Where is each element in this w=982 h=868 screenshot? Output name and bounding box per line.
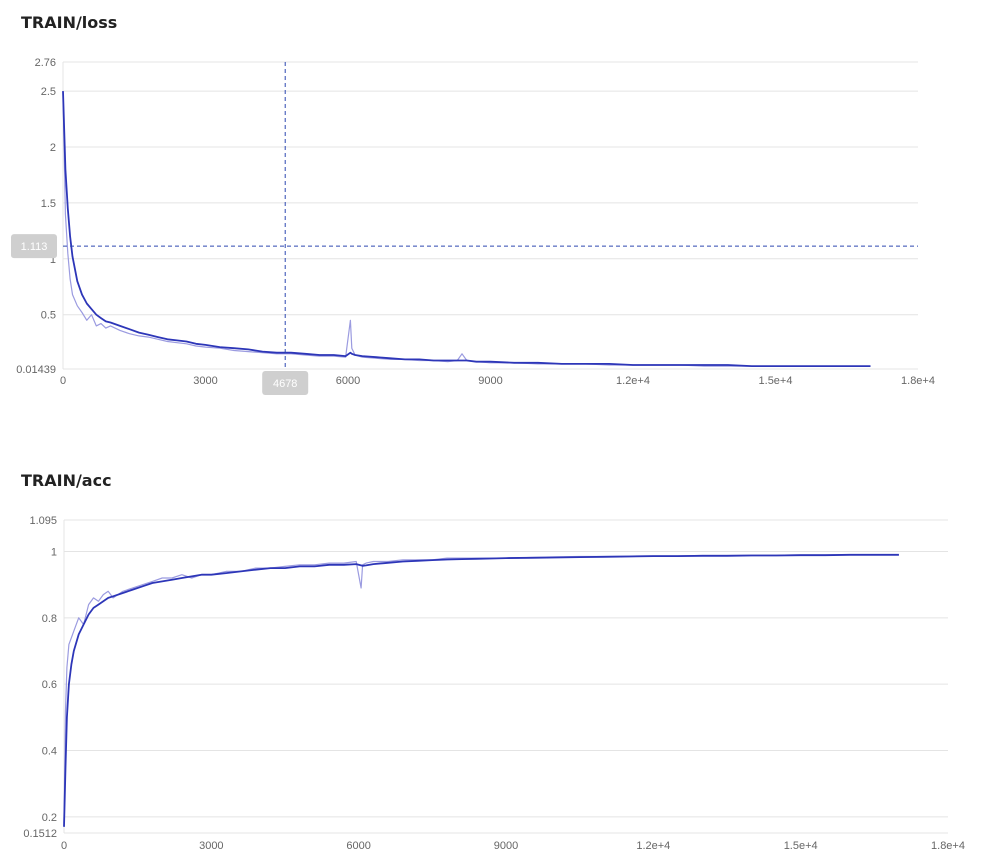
chart-title: TRAIN/loss (21, 13, 118, 32)
raw-series-line (62, 91, 871, 367)
x-tick-label: 3000 (193, 375, 217, 387)
x-tick-label: 1.8e+4 (901, 375, 935, 387)
crosshair-x-value: 4678 (273, 378, 297, 390)
y-tick-label: 2.76 (35, 57, 56, 69)
x-tick-label: 0 (61, 840, 67, 852)
y-tick-label: 0.4 (42, 745, 57, 757)
y-tick-label: 0.1512 (23, 828, 57, 840)
crosshair-y-readout: 1.113 (11, 234, 57, 259)
y-tick-label: 0.2 (42, 812, 57, 824)
y-tick-label: 0.6 (42, 679, 57, 691)
loss-chart-panel: TRAIN/loss 0.01439 0.5 1 1.5 2 2.5 2.76 0 3000 60… (0, 0, 982, 430)
acc-chart-panel: TRAIN/acc 0.1512 0.2 0.4 0.6 0.8 1 1.095 0 3000 6… (0, 460, 982, 868)
y-tick-label: 1.5 (41, 198, 56, 210)
y-tick-label: 1 (51, 547, 57, 559)
crosshair-y-tag (11, 234, 57, 259)
raw-series-line (63, 554, 899, 824)
crosshair-y-value: 1.113 (21, 241, 48, 253)
x-tick-label: 3000 (199, 840, 223, 852)
y-tick-label: 0.01439 (16, 364, 56, 376)
acc-chart[interactable]: 0.1512 0.2 0.4 0.6 0.8 1 1.095 0 3000 6000 9000 1.2… (0, 460, 982, 868)
x-tick-label: 1.8e+4 (931, 840, 965, 852)
x-tick-label: 0 (60, 375, 66, 387)
x-tick-label: 6000 (336, 375, 360, 387)
smoothed-series-line (63, 553, 899, 827)
y-tick-label: 0.8 (42, 613, 57, 625)
x-tick-label: 1.5e+4 (784, 840, 818, 852)
x-tick-label: 9000 (478, 375, 502, 387)
x-tick-label: 9000 (494, 840, 518, 852)
crosshair-x-readout: 4678 (262, 371, 309, 395)
x-tick-label: 1.5e+4 (759, 375, 793, 387)
crosshair-x-tag (262, 371, 309, 395)
loss-chart[interactable]: 0.01439 0.5 1 1.5 2 2.5 2.76 0 3000 6000 9000 1.2e+… (0, 0, 982, 430)
gridlines (63, 61, 918, 370)
y-tick-label: 2 (50, 142, 56, 154)
x-tick-label: 1.2e+4 (636, 840, 670, 852)
chart-title: TRAIN/acc (21, 471, 112, 490)
y-tick-label: 1 (50, 254, 56, 266)
y-tick-label: 0.5 (41, 310, 56, 322)
gridlines (64, 519, 948, 834)
hover-crosshair (63, 62, 918, 369)
x-tick-label: 1.2e+4 (616, 375, 650, 387)
x-tick-label: 6000 (346, 840, 370, 852)
y-tick-label: 2.5 (41, 86, 56, 98)
y-tick-label: 1.095 (29, 515, 57, 527)
smoothed-series-line (62, 91, 871, 367)
